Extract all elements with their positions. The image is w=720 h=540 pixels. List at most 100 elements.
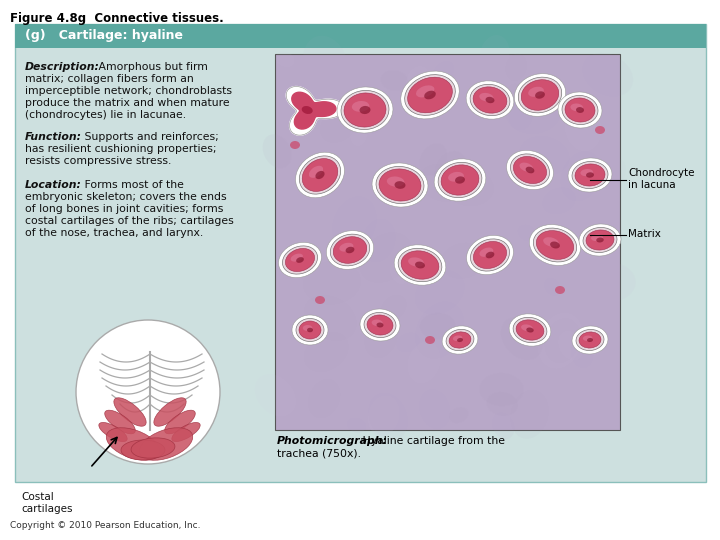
Ellipse shape [425,336,435,344]
Text: resists compressive stress.: resists compressive stress. [25,156,171,166]
Ellipse shape [451,345,496,388]
Ellipse shape [139,428,193,460]
Ellipse shape [506,93,561,133]
Ellipse shape [408,258,424,267]
Ellipse shape [457,338,463,342]
Ellipse shape [576,329,604,350]
Ellipse shape [568,158,612,192]
Ellipse shape [534,228,577,262]
Ellipse shape [571,339,593,368]
Ellipse shape [350,124,367,146]
Ellipse shape [333,237,366,264]
Ellipse shape [107,428,160,460]
Ellipse shape [513,318,547,343]
Ellipse shape [372,320,383,326]
Ellipse shape [367,315,393,335]
Ellipse shape [309,166,323,178]
Ellipse shape [591,234,603,241]
Ellipse shape [359,233,412,282]
Ellipse shape [470,239,510,271]
Ellipse shape [364,313,396,338]
Ellipse shape [582,262,636,302]
Ellipse shape [558,331,584,361]
Ellipse shape [379,169,421,201]
Ellipse shape [509,98,533,130]
Ellipse shape [586,172,594,178]
Ellipse shape [579,332,601,348]
Text: Supports and reinforces;: Supports and reinforces; [81,132,219,142]
Ellipse shape [406,66,429,94]
Ellipse shape [291,254,303,261]
Ellipse shape [492,413,514,440]
Text: Chondrocyte
in lacuna: Chondrocyte in lacuna [628,168,695,190]
Ellipse shape [282,246,318,274]
Text: embryonic skeleton; covers the ends: embryonic skeleton; covers the ends [25,192,227,202]
Ellipse shape [438,163,482,198]
Ellipse shape [415,261,425,268]
Ellipse shape [466,81,514,119]
Ellipse shape [401,71,459,119]
Ellipse shape [154,398,186,426]
Ellipse shape [433,62,454,81]
Ellipse shape [360,309,400,341]
Ellipse shape [595,126,605,134]
Ellipse shape [570,104,583,111]
Text: matrix; collagen fibers form an: matrix; collagen fibers form an [25,74,194,84]
Ellipse shape [448,172,464,182]
Ellipse shape [564,103,601,151]
Ellipse shape [485,252,495,258]
Ellipse shape [434,159,486,201]
Ellipse shape [302,159,338,191]
Ellipse shape [447,323,477,355]
Text: Photomicrograph:: Photomicrograph: [277,436,388,446]
Ellipse shape [480,93,493,102]
Ellipse shape [401,251,439,279]
Ellipse shape [526,327,534,333]
Text: costal cartilages of the ribs; cartilages: costal cartilages of the ribs; cartilage… [25,216,234,226]
Ellipse shape [565,98,595,122]
Ellipse shape [420,313,456,340]
Ellipse shape [449,407,469,423]
Ellipse shape [510,154,549,186]
Ellipse shape [442,326,478,354]
Text: of long bones in joint cavities; forms: of long bones in joint cavities; forms [25,204,223,214]
Ellipse shape [346,247,354,253]
Ellipse shape [509,314,551,346]
Ellipse shape [455,177,465,184]
Ellipse shape [516,320,544,340]
Ellipse shape [526,167,534,173]
Ellipse shape [398,248,442,282]
Ellipse shape [405,75,455,116]
Ellipse shape [326,231,374,269]
Ellipse shape [300,289,343,321]
Text: Location:: Location: [25,180,82,190]
Ellipse shape [521,325,533,331]
Ellipse shape [574,107,592,125]
Ellipse shape [487,392,518,416]
Ellipse shape [302,106,312,114]
Text: Copyright © 2010 Pearson Education, Inc.: Copyright © 2010 Pearson Education, Inc. [10,521,200,530]
Ellipse shape [473,87,507,113]
Bar [275,54,620,430]
Text: Amorphous but firm: Amorphous but firm [95,62,208,72]
Ellipse shape [369,393,408,441]
Ellipse shape [299,321,321,339]
Ellipse shape [362,219,395,262]
Text: trachea (750x).: trachea (750x). [277,449,361,459]
Polygon shape [286,86,344,135]
Ellipse shape [474,241,507,268]
Ellipse shape [572,326,608,354]
Ellipse shape [415,271,464,314]
Ellipse shape [470,84,510,116]
Ellipse shape [165,410,195,434]
Ellipse shape [420,389,450,429]
Ellipse shape [287,120,316,153]
Ellipse shape [300,156,341,194]
Ellipse shape [555,286,565,294]
Ellipse shape [582,335,593,341]
Text: (chondrocytes) lie in lacunae.: (chondrocytes) lie in lacunae. [25,110,186,120]
Ellipse shape [580,169,593,176]
Ellipse shape [507,150,554,190]
Ellipse shape [536,231,574,259]
Text: produce the matrix and when mature: produce the matrix and when mature [25,98,230,108]
